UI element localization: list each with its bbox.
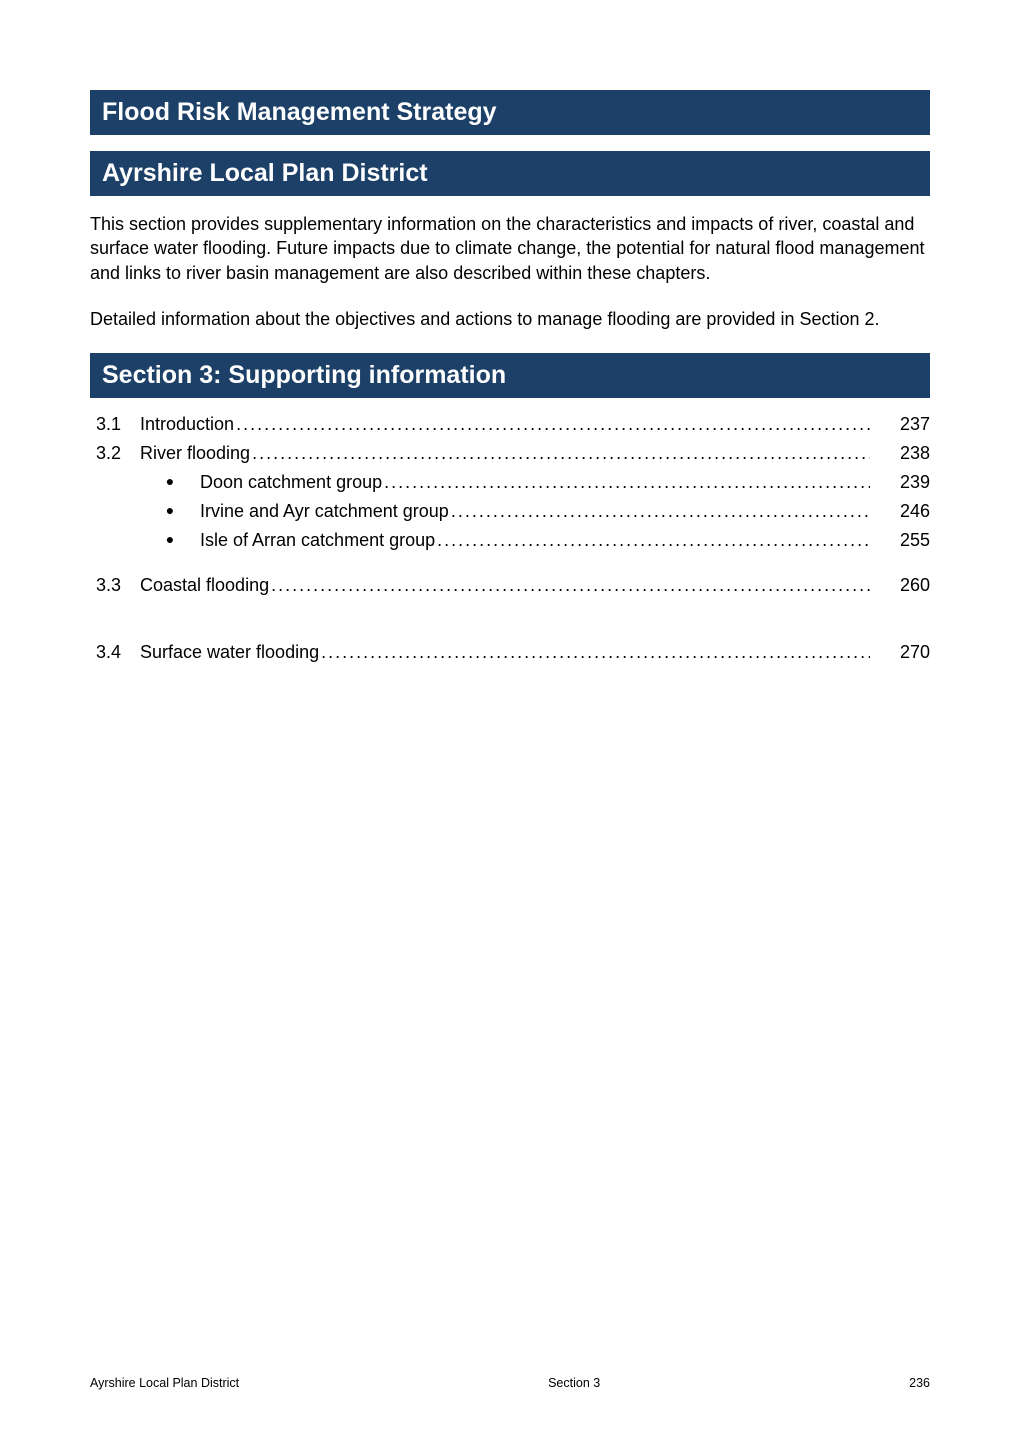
- section-banner: Section 3: Supporting information: [90, 353, 930, 398]
- toc-leader: ........................................…: [252, 443, 870, 464]
- page-footer: Ayrshire Local Plan District Section 3 2…: [90, 1376, 930, 1390]
- toc-label: Doon catchment group: [200, 472, 384, 493]
- toc-page: 270: [870, 642, 930, 663]
- toc-leader: ........................................…: [271, 575, 870, 596]
- toc-row: 3.4Surface water flooding...............…: [96, 642, 930, 663]
- toc-row: ●Irvine and Ayr catchment group.........…: [96, 501, 930, 522]
- toc-bullet-icon: ●: [140, 501, 200, 522]
- toc-number: 3.4: [96, 642, 140, 663]
- toc-label: Coastal flooding: [140, 575, 271, 596]
- toc-leader: ........................................…: [236, 414, 870, 435]
- toc-row: ●Doon catchment group...................…: [96, 472, 930, 493]
- toc-leader: ........................................…: [451, 501, 870, 522]
- toc-bullet-icon: ●: [140, 530, 200, 551]
- footer-right: 236: [909, 1376, 930, 1390]
- toc-row: 3.1Introduction.........................…: [96, 414, 930, 435]
- toc-row: ●Isle of Arran catchment group..........…: [96, 530, 930, 551]
- toc-row: 3.2River flooding.......................…: [96, 443, 930, 464]
- toc-label: Introduction: [140, 414, 236, 435]
- footer-left: Ayrshire Local Plan District: [90, 1376, 239, 1390]
- intro-paragraph-1: This section provides supplementary info…: [90, 212, 930, 285]
- toc-page: 239: [870, 472, 930, 493]
- toc-page: 255: [870, 530, 930, 551]
- toc-number: 3.1: [96, 414, 140, 435]
- toc-page: 246: [870, 501, 930, 522]
- toc-label: Isle of Arran catchment group: [200, 530, 437, 551]
- toc-leader: ........................................…: [384, 472, 870, 493]
- toc-leader: ........................................…: [321, 642, 870, 663]
- toc-page: 237: [870, 414, 930, 435]
- toc-page: 260: [870, 575, 930, 596]
- footer-center: Section 3: [548, 1376, 600, 1390]
- page-banner-district: Ayrshire Local Plan District: [90, 151, 930, 196]
- toc-number: 3.3: [96, 575, 140, 596]
- page-banner-strategy: Flood Risk Management Strategy: [90, 90, 930, 135]
- table-of-contents: 3.1Introduction.........................…: [90, 414, 930, 663]
- toc-label: Irvine and Ayr catchment group: [200, 501, 451, 522]
- toc-number: 3.2: [96, 443, 140, 464]
- toc-page: 238: [870, 443, 930, 464]
- toc-bullet-icon: ●: [140, 472, 200, 493]
- toc-label: Surface water flooding: [140, 642, 321, 663]
- intro-paragraph-2: Detailed information about the objective…: [90, 307, 930, 331]
- toc-row: 3.3Coastal flooding.....................…: [96, 575, 930, 596]
- toc-label: River flooding: [140, 443, 252, 464]
- toc-leader: ........................................…: [437, 530, 870, 551]
